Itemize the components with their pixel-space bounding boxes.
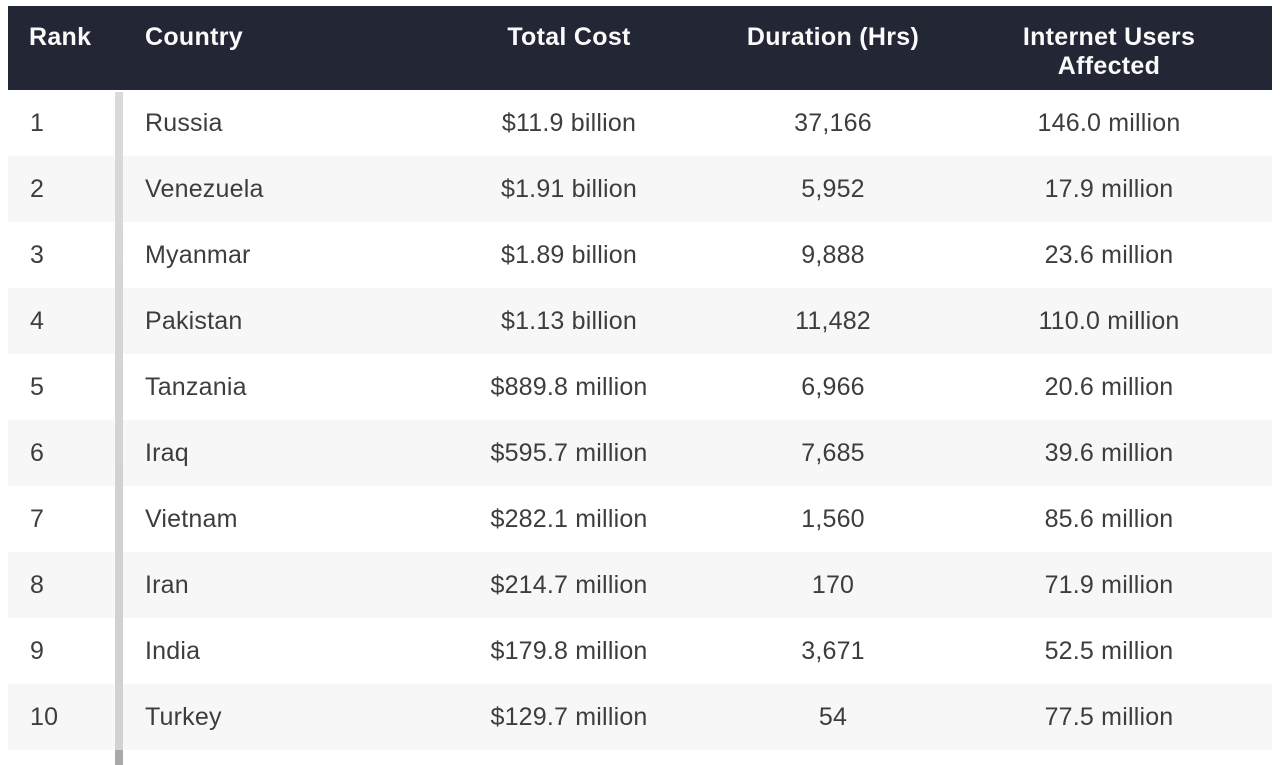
cell-country: Russia — [145, 108, 223, 137]
table-row: 1 Russia $11.9 billion 37,166 146.0 mill… — [8, 90, 1272, 156]
cell-rank: 9 — [30, 636, 45, 665]
cell-rank: 8 — [30, 570, 45, 599]
column-header-rank: Rank — [8, 6, 118, 90]
cell-duration: 1,560 — [801, 504, 865, 533]
column-header-duration: Duration (Hrs) — [720, 6, 946, 90]
cell-total-cost: $1.89 billion — [500, 240, 638, 269]
cell-duration: 5,952 — [801, 174, 865, 203]
cell-total-cost: $282.1 million — [490, 504, 648, 533]
cell-users-affected: 39.6 million — [1044, 438, 1174, 467]
table-row: 10 Turkey $129.7 million 54 77.5 million — [8, 684, 1272, 750]
column-header-rank-label: Rank — [29, 23, 92, 51]
cell-total-cost: $889.8 million — [490, 372, 648, 401]
cell-total-cost: $1.91 billion — [500, 174, 638, 203]
cell-duration: 37,166 — [794, 108, 872, 137]
cell-duration: 7,685 — [801, 438, 865, 467]
cell-users-affected: 52.5 million — [1044, 636, 1174, 665]
table-row: 3 Myanmar $1.89 billion 9,888 23.6 milli… — [8, 222, 1272, 288]
cell-country: Iran — [145, 570, 189, 599]
rank-column-divider — [115, 92, 123, 765]
cell-total-cost: $1.13 billion — [500, 306, 638, 335]
table-row: 8 Iran $214.7 million 170 71.9 million — [8, 552, 1272, 618]
cell-country: Myanmar — [145, 240, 251, 269]
table-row: 6 Iraq $595.7 million 7,685 39.6 million — [8, 420, 1272, 486]
table-row: 2 Venezuela $1.91 billion 5,952 17.9 mil… — [8, 156, 1272, 222]
cell-country: Venezuela — [145, 174, 264, 203]
cell-rank: 5 — [30, 372, 45, 401]
column-header-users-affected: Internet Users Affected — [946, 6, 1272, 90]
table-row: 7 Vietnam $282.1 million 1,560 85.6 mill… — [8, 486, 1272, 552]
internet-shutdown-cost-table: Rank Country Total Cost Duration (Hrs) I… — [8, 6, 1272, 750]
cell-users-affected: 71.9 million — [1044, 570, 1174, 599]
cell-rank: 2 — [30, 174, 45, 203]
table-header-row: Rank Country Total Cost Duration (Hrs) I… — [8, 6, 1272, 90]
cell-country: India — [145, 636, 201, 665]
table-row: 4 Pakistan $1.13 billion 11,482 110.0 mi… — [8, 288, 1272, 354]
cell-rank: 7 — [30, 504, 45, 533]
cell-total-cost: $214.7 million — [490, 570, 648, 599]
cell-country: Tanzania — [145, 372, 247, 401]
column-header-total-cost: Total Cost — [418, 6, 720, 90]
cell-country: Turkey — [145, 702, 222, 731]
cell-users-affected: 20.6 million — [1044, 372, 1174, 401]
cell-duration: 11,482 — [795, 306, 871, 335]
cell-country: Pakistan — [145, 306, 243, 335]
cell-users-affected: 77.5 million — [1044, 702, 1174, 731]
column-header-country-label: Country — [145, 23, 243, 51]
cell-users-affected: 85.6 million — [1044, 504, 1174, 533]
table-row: 5 Tanzania $889.8 million 6,966 20.6 mil… — [8, 354, 1272, 420]
cell-duration: 9,888 — [801, 240, 865, 269]
cell-users-affected: 110.0 million — [1038, 306, 1180, 335]
cell-total-cost: $129.7 million — [490, 702, 648, 731]
cell-country: Iraq — [145, 438, 189, 467]
cell-users-affected: 17.9 million — [1044, 174, 1174, 203]
cell-duration: 54 — [818, 702, 848, 731]
column-header-users-affected-label: Internet Users Affected — [1022, 23, 1196, 80]
column-header-country: Country — [118, 6, 418, 90]
cell-users-affected: 23.6 million — [1044, 240, 1174, 269]
cell-total-cost: $595.7 million — [490, 438, 648, 467]
table-body: 1 Russia $11.9 billion 37,166 146.0 mill… — [8, 90, 1272, 750]
cell-rank: 6 — [30, 438, 45, 467]
cell-rank: 3 — [30, 240, 45, 269]
column-header-total-cost-label: Total Cost — [507, 23, 631, 51]
cell-rank: 4 — [30, 306, 45, 335]
cell-total-cost: $11.9 billion — [501, 108, 637, 137]
table-row: 9 India $179.8 million 3,671 52.5 millio… — [8, 618, 1272, 684]
cell-duration: 170 — [811, 570, 855, 599]
cell-duration: 3,671 — [801, 636, 865, 665]
cell-rank: 1 — [30, 108, 45, 137]
cell-duration: 6,966 — [801, 372, 865, 401]
cell-users-affected: 146.0 million — [1037, 108, 1181, 137]
cell-rank: 10 — [30, 702, 59, 731]
cell-country: Vietnam — [145, 504, 238, 533]
cell-total-cost: $179.8 million — [490, 636, 648, 665]
column-header-duration-label: Duration (Hrs) — [746, 23, 920, 51]
